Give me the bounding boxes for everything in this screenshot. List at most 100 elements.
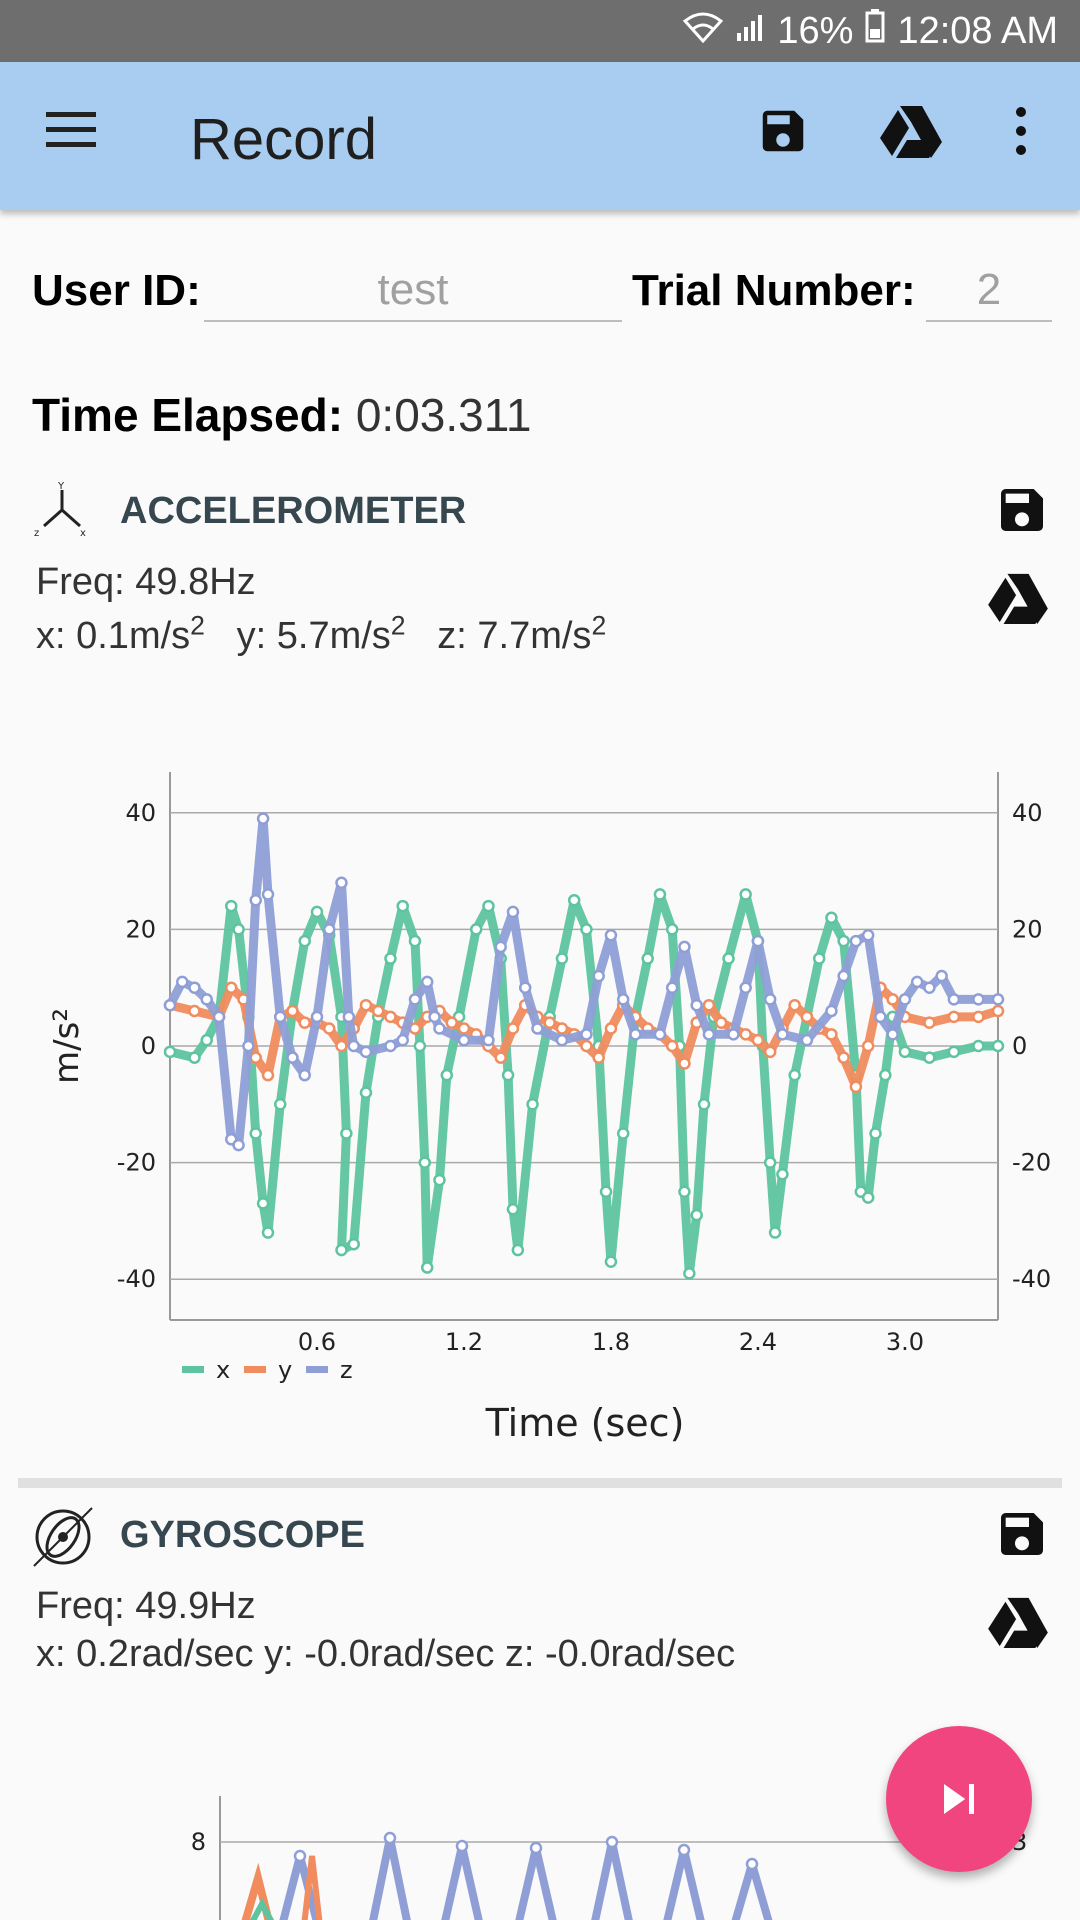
data-point-y [923,1016,936,1029]
data-point-x [580,923,593,936]
data-point-x [420,1261,434,1274]
data-point-z [972,993,985,1006]
data-point-x [768,1226,782,1239]
svg-text:z: z [34,528,39,539]
accelerometer-save-icon[interactable] [994,482,1050,538]
data-point-x [526,1098,539,1111]
data-point-z [629,1028,642,1041]
google-drive-icon[interactable] [880,104,942,166]
x-axis-title: Time (sec) [485,1401,685,1445]
data-point-z [506,905,520,919]
data-point-x [408,934,422,948]
trial-number-field[interactable]: 2 [926,258,1052,322]
save-icon[interactable] [756,104,810,166]
data-point-y [604,1022,618,1035]
gyroscope-title: GYROSCOPE [120,1514,365,1556]
data-point-z [592,969,605,983]
data-point-x [616,1127,630,1140]
data-point-z [428,1010,441,1024]
data-point-z [763,993,777,1006]
data-point-x [256,1197,270,1210]
data-point-x [501,1068,515,1082]
data-point-y [751,1033,765,1047]
data-point-x [310,905,324,919]
data-point-z [293,1849,307,1863]
y-tick-label: -40 [117,1265,156,1293]
data-point-x [879,1068,892,1082]
data-point-z [751,934,765,948]
data-point-x [396,899,409,913]
data-point-z [261,888,275,901]
y-tick-label-right: -40 [1012,1265,1051,1293]
accelerometer-title: ACCELEROMETER [120,490,467,532]
data-point-z [702,1028,716,1041]
legend-label-x: x [216,1356,230,1384]
data-point-z [242,1039,255,1053]
x-tick-label: 0.6 [298,1328,336,1356]
data-point-z [494,940,507,954]
data-point-z [935,969,948,983]
more-vert-icon[interactable] [1010,104,1032,166]
data-point-x [812,952,826,965]
x-tick-label: 1.2 [445,1328,483,1356]
data-point-x [690,1208,703,1222]
data-point-y [861,1039,875,1053]
data-point-y [714,1016,728,1029]
data-point-z [690,998,703,1012]
data-point-x [232,923,245,936]
data-point-x [188,1051,201,1064]
user-id-field[interactable]: test [204,258,622,322]
y-tick-label-right: -20 [1012,1149,1051,1177]
data-point-x [413,1039,427,1053]
accel-x-exponent: 2 [190,610,205,641]
data-point-x [898,1045,912,1059]
data-point-z [455,1839,469,1853]
data-point-z [923,981,936,994]
data-point-x [869,1127,882,1140]
data-point-y [837,1051,850,1064]
menu-icon[interactable] [44,110,100,162]
accel-y-exponent: 2 [390,610,406,641]
data-point-y [886,993,899,1006]
data-point-z [256,812,270,825]
data-point-z [347,1039,360,1053]
data-point-z [310,1010,324,1024]
gyroscope-drive-icon[interactable] [988,1596,1048,1652]
accelerometer-readings: Freq: 49.8Hz x: 0.1m/s2 y: 5.7m/s2 z: 7.… [36,558,606,660]
data-point-z [886,1028,899,1041]
data-point-z [359,1045,373,1059]
skip-next-button[interactable] [886,1726,1032,1872]
series-line-z [369,1834,411,1920]
series-line-x [249,1897,275,1920]
data-point-y [849,1080,863,1094]
data-point-z [529,1841,543,1855]
data-point-y [592,1051,605,1064]
data-point-z [232,1138,245,1152]
signal-icon [735,10,765,53]
legend-label-y: y [278,1356,292,1384]
user-id-label: User ID: [32,266,201,315]
gyroscope-save-icon[interactable] [994,1506,1050,1562]
data-point-x [482,899,495,913]
time-elapsed-label: Time Elapsed: [32,389,344,441]
data-point-z [408,993,422,1006]
data-point-y [506,1022,520,1035]
data-point-z [555,1033,569,1047]
data-point-y [825,1028,838,1041]
accel-z-exponent: 2 [591,610,607,641]
data-point-x [923,1051,936,1064]
data-point-z [678,940,691,954]
accelerometer-chart: 40 20 0 -20 -40 40 20 0 -20 -40 0.6 1.2 1.8 2.4 3.0 Tim… [47,772,1051,1445]
data-point-y [543,1016,556,1029]
data-point-x [825,911,838,924]
y-tick-label-right: 0 [1012,1032,1027,1060]
data-point-y [555,1022,569,1035]
wifi-icon [683,10,724,53]
clock: 12:08 AM [897,9,1058,52]
data-point-z [677,1843,691,1857]
data-point-x [200,1033,213,1047]
data-point-x [861,1191,875,1204]
accelerometer-drive-icon[interactable] [988,572,1048,628]
accel-y-value: y: 5.7m/s [236,615,391,657]
svg-text:x: x [80,528,86,539]
